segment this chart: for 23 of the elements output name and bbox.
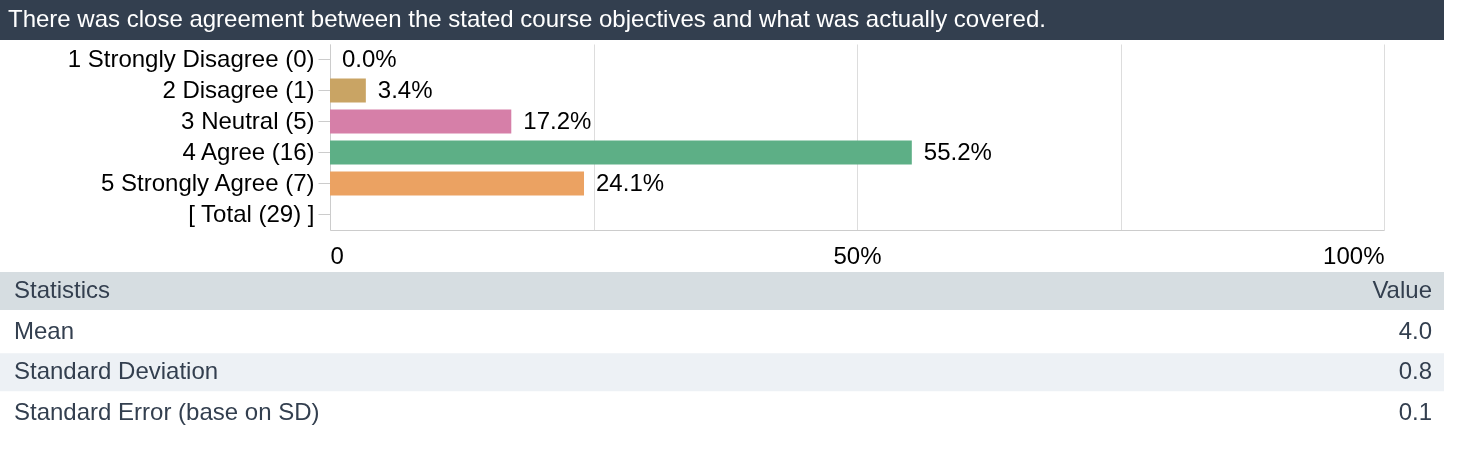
data-label: 55.2% bbox=[923, 137, 992, 165]
text: Standard Error (base on SD) bbox=[14, 397, 320, 425]
chart-title: There was close agreement between the stated course objectives and what was actually covered. bbox=[8, 5, 1046, 32]
x-tick-label: 50% bbox=[833, 241, 882, 269]
y-tick-label: 5 Strongly Agree (7) bbox=[101, 168, 315, 196]
y-tick-label: 4 Agree (16) bbox=[182, 137, 315, 165]
data-label: 24.1% bbox=[596, 168, 665, 196]
y-tick-label: 1 Strongly Disagree (0) bbox=[67, 44, 315, 72]
data-label: 17.2% bbox=[523, 106, 592, 134]
text: Value bbox=[1372, 276, 1432, 304]
data-label: 0.0% bbox=[342, 44, 397, 72]
text: Mean bbox=[14, 316, 75, 344]
text: Standard Deviation bbox=[14, 357, 219, 385]
y-tick-label: [ Total (29) ] bbox=[188, 199, 315, 227]
text: Statistics bbox=[14, 276, 111, 304]
text: 0.8 bbox=[1398, 357, 1432, 385]
text: 4.0 bbox=[1398, 316, 1432, 344]
x-tick-label: 100% bbox=[1323, 241, 1385, 269]
y-tick-label: 3 Neutral (5) bbox=[181, 106, 315, 134]
text: 0.1 bbox=[1398, 397, 1432, 425]
y-tick-label: 2 Disagree (1) bbox=[162, 75, 315, 103]
data-label: 3.4% bbox=[377, 75, 433, 103]
x-tick-label: 0 bbox=[330, 241, 344, 269]
